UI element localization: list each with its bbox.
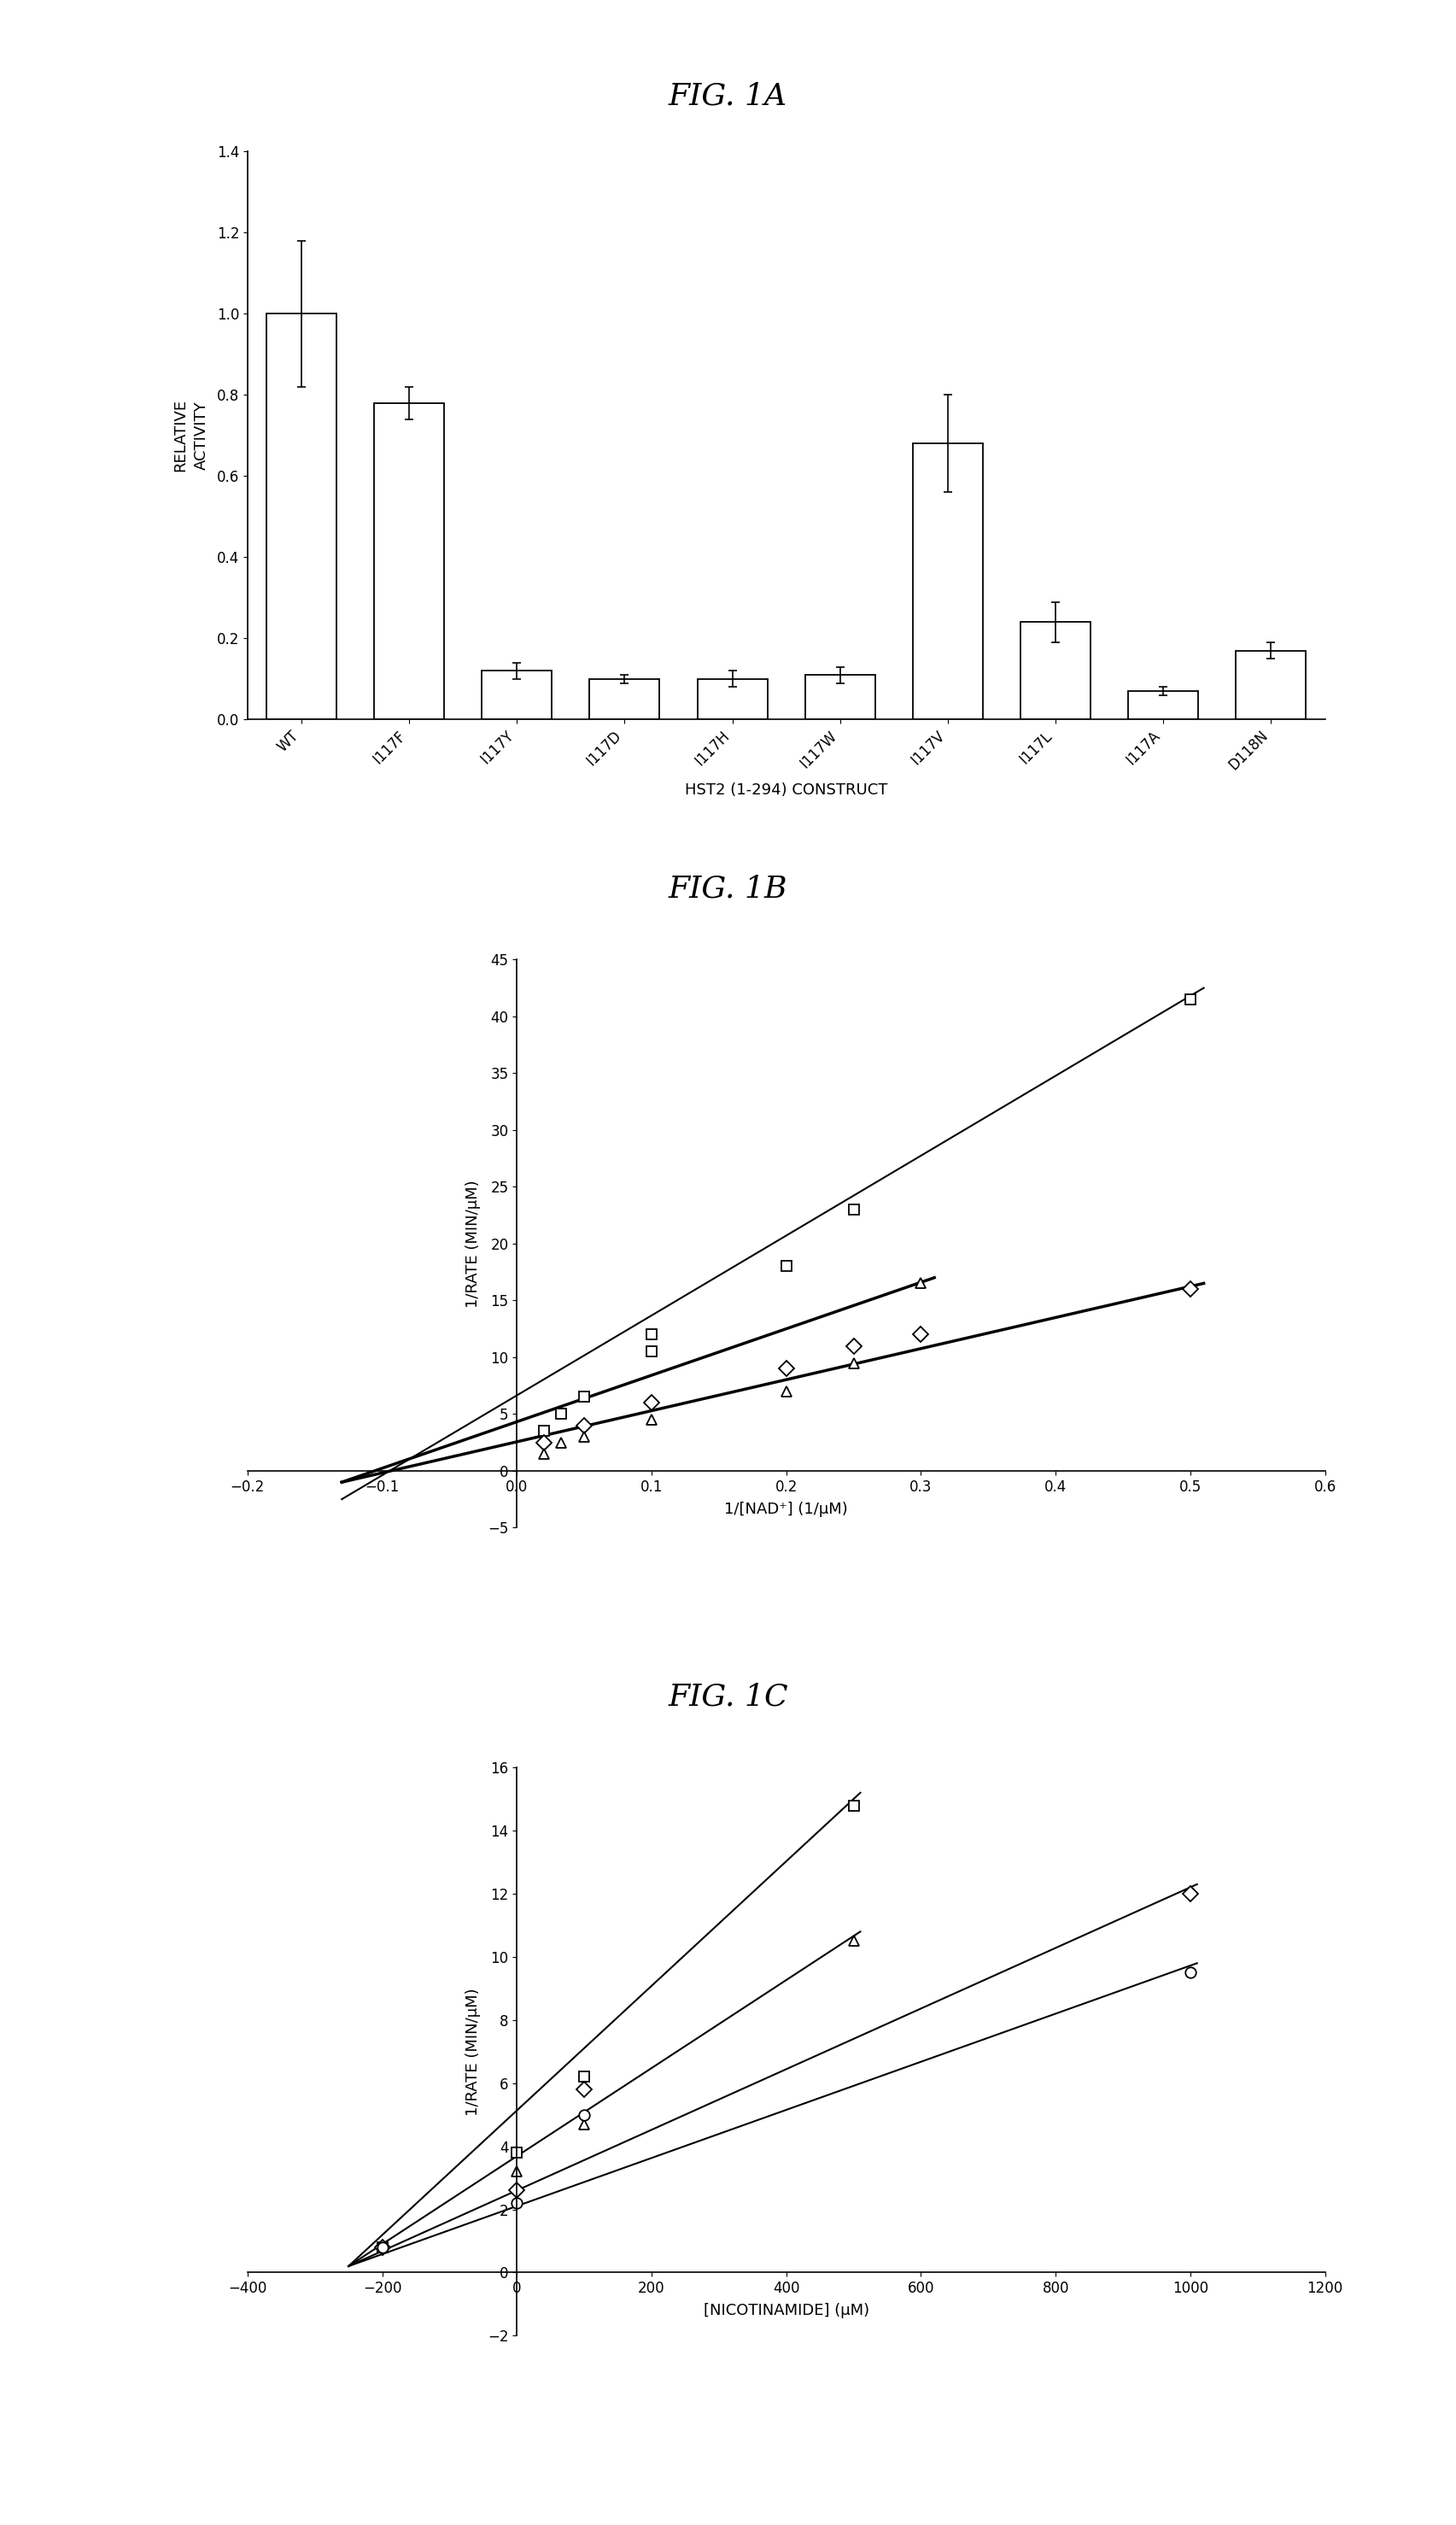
Bar: [913, 444, 983, 720]
X-axis label: [NICOTINAMIDE] (μM): [NICOTINAMIDE] (μM): [703, 2303, 869, 2318]
Bar: [482, 672, 552, 720]
Bar: [374, 404, 444, 720]
X-axis label: HST2 (1-294) CONSTRUCT: HST2 (1-294) CONSTRUCT: [684, 783, 888, 798]
Bar: [266, 313, 336, 720]
Bar: [1128, 692, 1198, 720]
Y-axis label: 1/RATE (MIN/μM): 1/RATE (MIN/μM): [464, 1987, 480, 2116]
Y-axis label: RELATIVE
ACTIVITY: RELATIVE ACTIVITY: [173, 399, 210, 472]
Y-axis label: 1/RATE (MIN/μM): 1/RATE (MIN/μM): [466, 1179, 480, 1308]
Bar: [805, 674, 875, 720]
Text: FIG. 1A: FIG. 1A: [668, 81, 788, 111]
Text: FIG. 1B: FIG. 1B: [668, 874, 788, 904]
Text: FIG. 1C: FIG. 1C: [668, 1682, 788, 1712]
Bar: [590, 679, 660, 720]
Bar: [1021, 621, 1091, 720]
Bar: [1236, 651, 1306, 720]
X-axis label: 1/[NAD⁺] (1/μM): 1/[NAD⁺] (1/μM): [725, 1502, 847, 1518]
Bar: [697, 679, 767, 720]
